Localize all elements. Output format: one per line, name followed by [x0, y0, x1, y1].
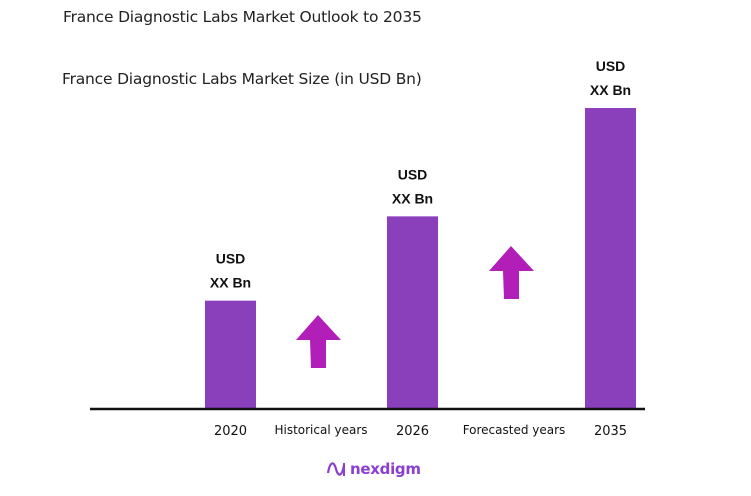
growth-arrow-up-icon [489, 246, 534, 299]
data-label-currency: USD [398, 166, 428, 182]
x-tick-label: 2035 [594, 424, 627, 439]
growth-arrow-up-icon [296, 315, 341, 368]
data-label-value: XX Bn [392, 190, 433, 206]
x-tick-label: 2026 [396, 424, 429, 439]
footer-logo: nexdigm [326, 459, 421, 479]
chart-title: France Diagnostic Labs Market Size (in U… [62, 70, 422, 88]
period-label: Historical years [274, 423, 367, 437]
bar-2035 [585, 108, 636, 409]
data-label-currency: USD [596, 58, 626, 74]
logo-text: nexdigm [350, 460, 421, 478]
data-label-value: XX Bn [210, 275, 251, 291]
bar-2026 [387, 216, 438, 409]
nexdigm-logo-icon [326, 462, 346, 476]
bar-2020 [205, 300, 256, 409]
period-label: Forecasted years [463, 423, 566, 437]
data-label-value: XX Bn [590, 82, 631, 98]
data-label-currency: USD [216, 251, 246, 267]
x-tick-label: 2020 [214, 424, 247, 439]
page-title: France Diagnostic Labs Market Outlook to… [63, 8, 422, 26]
